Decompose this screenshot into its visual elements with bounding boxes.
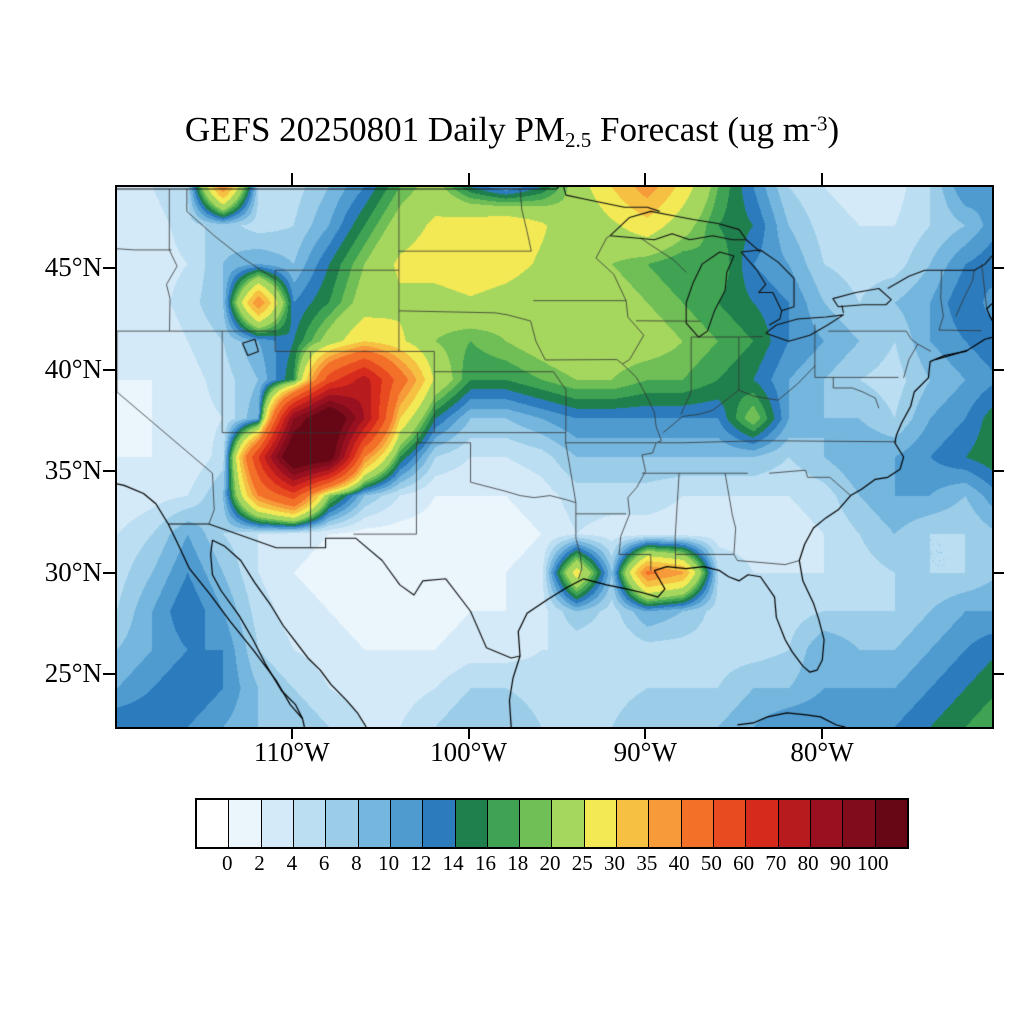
colorbar-cell [197,800,230,847]
colorbar-cell [423,800,456,847]
colorbar-label: 80 [797,851,819,875]
colorbar-label: 18 [507,851,529,875]
lon-tick-top [644,173,647,185]
colorbar-cell [293,800,327,847]
colorbar-label: 0 [222,851,233,875]
colorbar-cell [358,800,391,847]
colorbar-label: 4 [286,851,298,875]
lon-axis-label: 100°W [430,737,507,767]
colorbar-cell [746,800,779,847]
colorbar-label: 100 [856,851,889,875]
lat-tick-left [103,673,115,676]
colorbar-cell [390,800,424,847]
lat-tick-left [103,470,115,473]
title-subscript: 2.5 [565,127,592,152]
lat-tick-left [103,267,115,270]
lat-tick-right [992,673,1004,676]
colorbar-label: 35 [636,851,658,875]
lon-tick-top [821,173,824,185]
title-units-text: Forecast (ug m [591,110,810,149]
lat-axis-label: 25°N [44,658,102,689]
colorbar-label: 12 [410,851,432,875]
colorbar-cell [875,800,907,847]
map-canvas [117,187,992,727]
colorbar-cell [584,800,618,847]
title-superscript: -3 [809,111,828,136]
colorbar-label: 20 [539,851,561,875]
colorbar-cell [778,800,811,847]
colorbar-cell [261,800,294,847]
colorbar-cell [552,800,585,847]
colorbar-cell [520,800,553,847]
colorbar-cell [326,800,359,847]
lon-axis-label: 90°W [613,737,677,767]
lat-axis-label: 30°N [44,556,102,587]
colorbar-label: 90 [829,851,851,875]
colorbar-label: 16 [474,851,496,875]
page-title: GEFS 20250801 Daily PM2.5 Forecast (ug m… [0,110,1024,153]
colorbar-cell [714,800,747,847]
colorbar-label: 60 [733,851,755,875]
colorbar-label: 30 [604,851,626,875]
colorbar-cell [229,800,262,847]
lat-axis-label: 40°N [44,353,102,384]
lon-tick-bottom [644,727,647,739]
lon-tick-bottom [290,727,293,739]
lat-tick-right [992,470,1004,473]
lon-tick-bottom [467,727,470,739]
lon-tick-top [290,173,293,185]
title-close-paren: ) [827,110,840,149]
colorbar-label: 8 [351,851,362,875]
lat-tick-right [992,571,1004,574]
lon-axis-label: 110°W [253,737,330,767]
colorbar-label: 40 [668,851,690,875]
colorbar-label: 50 [700,851,722,875]
colorbar [195,798,909,849]
map-plot [115,185,994,729]
title-text: GEFS 20250801 Daily PM [184,110,566,149]
colorbar-cell [649,800,682,847]
colorbar-cell [810,800,844,847]
colorbar-label: 2 [254,851,265,875]
lat-axis-label: 35°N [44,455,102,486]
colorbar-cell [487,800,521,847]
lon-axis-label: 80°W [790,737,854,767]
lat-tick-left [103,571,115,574]
colorbar-label: 6 [318,851,330,875]
colorbar-label: 70 [765,851,787,875]
colorbar-cell [681,800,714,847]
colorbar-label: 10 [378,851,400,875]
lat-axis-label: 45°N [44,252,102,283]
lat-tick-right [992,368,1004,371]
colorbar-cell [843,800,876,847]
lon-tick-bottom [821,727,824,739]
lon-tick-top [467,173,470,185]
colorbar-label: 14 [442,851,464,875]
colorbar-cell [455,800,488,847]
colorbar-label: 25 [571,851,593,875]
colorbar-cell [617,800,650,847]
lat-tick-right [992,267,1004,270]
lat-tick-left [103,368,115,371]
